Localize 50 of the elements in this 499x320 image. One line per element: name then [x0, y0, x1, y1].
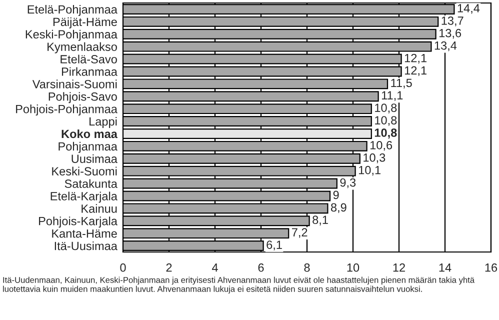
x-tick-label: 14 — [439, 264, 452, 272]
text: Itä-Uudenmaan, Kainuun, Keski-Pohjanmaan ja erityisesti Ahvenanmaan luvut eivät ole haastattelujen pienen määrän takia yhtä luotettavia kuin muiden maakuntien luvut. Ahvenanmaan lukuja ei esitetä niiden suuren satunnaisvaihtelun vuoksi. — [3, 276, 475, 294]
y-tick-label: Pohjois-Karjala — [39, 216, 118, 228]
y-tick-label: Pirkanmaa — [62, 67, 118, 76]
data-label: 8,9 — [330, 203, 346, 213]
data-label: 10,6 — [370, 140, 392, 151]
data-label: 10,8 — [374, 128, 397, 139]
y-tick-label: Varsinais-Suomi — [32, 80, 117, 88]
y-tick-label: Etelä-Pohjanmaa — [28, 4, 118, 16]
data-label: 9,3 — [340, 178, 356, 188]
data-label: 7,2 — [292, 228, 308, 238]
data-label: 12,1 — [404, 66, 426, 76]
data-label: 10,8 — [375, 116, 397, 126]
x-tick-label: 16 — [485, 263, 498, 272]
data-label: 11,1 — [382, 91, 403, 101]
y-tick-label: Pohjois-Pohjanmaa — [16, 104, 118, 116]
data-label: 8,1 — [312, 216, 328, 226]
x-tick-label: 6 — [258, 263, 264, 272]
data-label: 13,4 — [434, 41, 457, 52]
y-tick-label: Etelä-Savo — [60, 54, 117, 64]
y-tick-label: Pohjanmaa — [58, 142, 118, 153]
y-tick-label: Etelä-Karjala — [50, 192, 118, 203]
y-tick-label: Itä-Uusimaa — [54, 241, 118, 250]
y-tick-label: Keski-Pohjanmaa — [26, 30, 118, 41]
data-label: 11,5 — [391, 78, 412, 88]
y-tick-label: Kainuu — [82, 204, 117, 213]
x-tick-label: 2 — [166, 263, 172, 272]
y-tick-label: Satakunta — [64, 179, 118, 188]
x-tick-label: 0 — [120, 263, 126, 272]
data-label: 10,1 — [358, 166, 380, 176]
y-tick-label: Koko maa — [62, 129, 118, 138]
y-tick-label: Lappi — [90, 116, 117, 128]
y-tick-label: Keski-Suomi — [52, 166, 117, 176]
data-label: 10,8 — [375, 104, 397, 114]
x-tick-label: 4 — [212, 264, 218, 272]
data-label: 13,6 — [439, 28, 462, 39]
y-tick-label: Pohjois-Savo — [48, 92, 117, 104]
y-tick-label: Kanta-Häme — [52, 229, 117, 238]
x-tick-label: 12 — [393, 263, 405, 272]
y-tick-label: Uusimaa — [72, 154, 118, 164]
y-tick-label: Kymenlaakso — [48, 42, 117, 54]
data-label: 13,7 — [442, 16, 464, 26]
data-label: 10,3 — [364, 153, 386, 164]
x-tick-label: 8 — [304, 263, 310, 272]
y-tick-label: Päijät-Häme — [53, 17, 117, 28]
data-label: 6,1 — [266, 240, 282, 250]
x-tick-label: 10 — [347, 263, 360, 272]
data-label: 12,1 — [404, 54, 426, 64]
data-label: 9 — [333, 190, 339, 200]
data-label: 14,4 — [458, 4, 480, 14]
